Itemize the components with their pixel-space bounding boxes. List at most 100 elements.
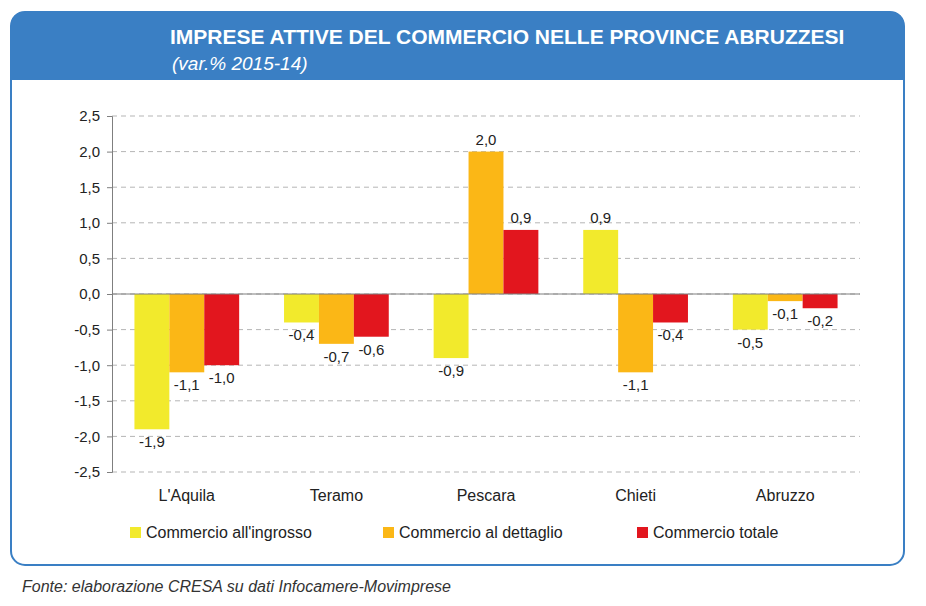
- bar: [134, 294, 169, 429]
- data-label: -0,2: [807, 312, 833, 329]
- y-tick-label: -1,0: [74, 357, 100, 374]
- y-tick-mark: [107, 187, 112, 188]
- y-tick-label: 1,0: [79, 214, 100, 231]
- data-label: -1,1: [174, 376, 200, 393]
- chart: IMPRESE ATTIVE DEL COMMERCIO NELLE PROVI…: [0, 0, 926, 606]
- y-tick-mark: [107, 330, 112, 331]
- bar: [354, 294, 389, 337]
- bar: [204, 294, 239, 365]
- legend-item: Commercio al dettaglio: [383, 524, 563, 541]
- bar: [469, 152, 504, 294]
- grid-line: [112, 400, 860, 401]
- y-tick-mark: [107, 258, 112, 259]
- bar: [169, 294, 204, 372]
- y-tick: 1,0: [79, 214, 112, 231]
- zero-line: [112, 294, 860, 295]
- bar: [653, 294, 688, 322]
- data-label: 0,9: [590, 209, 611, 226]
- bar: [284, 294, 319, 322]
- bar: [768, 294, 803, 301]
- y-tick: -0,5: [74, 321, 112, 338]
- y-tick-label: -0,5: [74, 321, 100, 338]
- x-tick-label: Abruzzo: [756, 487, 815, 504]
- data-label: -0,4: [289, 326, 315, 343]
- y-tick: 1,5: [79, 179, 112, 196]
- bars: [134, 152, 837, 430]
- title: IMPRESE ATTIVE DEL COMMERCIO NELLE PROVI…: [170, 25, 844, 48]
- data-label: -0,5: [737, 334, 763, 351]
- data-label: -0,6: [358, 341, 384, 358]
- y-axis-line: [107, 117, 113, 473]
- bar: [319, 294, 354, 344]
- bar: [733, 294, 768, 330]
- data-label: -0,4: [658, 326, 684, 343]
- y-tick-label: 2,5: [79, 107, 100, 124]
- y-tick-mark: [107, 223, 112, 224]
- subtitle: (var.% 2015-14): [172, 53, 308, 74]
- bar: [618, 294, 653, 372]
- x-tick-label: Teramo: [310, 487, 363, 504]
- y-tick: -1,0: [74, 357, 112, 374]
- x-tick-label: Pescara: [457, 487, 516, 504]
- source-note: Fonte: elaborazione CRESA su dati Infoca…: [22, 578, 451, 595]
- legend-swatch: [383, 527, 394, 538]
- y-tick-label: 1,5: [79, 179, 100, 196]
- data-label: -1,9: [139, 433, 165, 450]
- x-tick-label: L'Aquila: [159, 487, 216, 504]
- y-tick: -2,5: [74, 463, 112, 480]
- data-label: -0,7: [323, 348, 349, 365]
- y-tick: -1,5: [74, 392, 112, 409]
- legend: Commercio all'ingrosso Commercio al detta…: [130, 524, 778, 541]
- y-tick: 2,0: [79, 143, 112, 160]
- y-tick-label: 0,5: [79, 250, 100, 267]
- legend-item: Commercio totale: [637, 524, 778, 541]
- grid: [112, 116, 860, 472]
- y-axis: -2,5 -2,0 -1,5 -1,0 -0,5 0,0 0,5 1,0 1,5 2,0 2,5: [74, 107, 112, 480]
- x-tick-label: Chieti: [615, 487, 656, 504]
- y-tick-label: -1,5: [74, 392, 100, 409]
- y-tick-mark: [107, 116, 112, 117]
- x-tick: Teramo: [310, 472, 363, 504]
- header-band: [11, 12, 904, 80]
- legend-label: Commercio al dettaglio: [399, 524, 563, 541]
- legend-swatch: [637, 527, 648, 538]
- y-tick-label: -2,5: [74, 463, 100, 480]
- data-labels: -1,9 -0,4 -0,9 0,9 -0,5 -1,1 -0,7 2,0 -1,1 -0,1 -1…: [139, 131, 833, 451]
- y-tick-mark: [107, 401, 112, 402]
- grid-line: [112, 472, 860, 473]
- data-label: -1,0: [209, 369, 235, 386]
- y-tick: 2,5: [79, 107, 112, 124]
- legend-label: Commercio all'ingrosso: [146, 524, 312, 541]
- legend-swatch: [130, 527, 141, 538]
- data-label: -0,9: [438, 362, 464, 379]
- y-tick-mark: [107, 472, 112, 473]
- y-tick-label: 2,0: [79, 143, 100, 160]
- bar: [434, 294, 469, 358]
- x-axis: L'Aquila Teramo Pescara Chieti Abruzzo: [159, 472, 815, 504]
- x-tick: Chieti: [615, 472, 656, 504]
- bar: [503, 230, 538, 294]
- data-label: 0,9: [510, 209, 531, 226]
- y-tick-mark: [107, 152, 112, 153]
- y-tick: 0,0: [79, 285, 112, 302]
- y-tick-mark: [107, 294, 112, 295]
- y-tick-label: -2,0: [74, 428, 100, 445]
- y-tick-mark: [107, 365, 112, 366]
- grid-line: [112, 116, 860, 117]
- grid-line: [112, 436, 860, 437]
- y-tick-mark: [107, 436, 112, 437]
- data-label: -1,1: [623, 376, 649, 393]
- legend-label: Commercio totale: [653, 524, 778, 541]
- x-tick: Abruzzo: [756, 472, 815, 504]
- chart-frame: [11, 12, 904, 565]
- bar: [583, 230, 618, 294]
- y-tick-label: 0,0: [79, 285, 100, 302]
- data-label: -0,1: [772, 305, 798, 322]
- bar: [803, 294, 838, 308]
- y-tick: -2,0: [74, 428, 112, 445]
- y-tick: 0,5: [79, 250, 112, 267]
- legend-item: Commercio all'ingrosso: [130, 524, 312, 541]
- data-label: 2,0: [476, 131, 497, 148]
- x-tick: Pescara: [457, 472, 516, 504]
- grid-line: [112, 294, 860, 295]
